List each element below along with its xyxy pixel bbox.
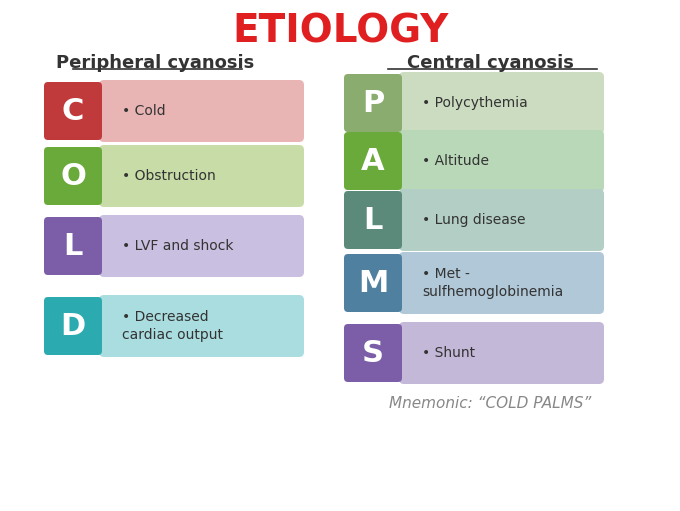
- Text: S: S: [362, 338, 384, 367]
- FancyBboxPatch shape: [44, 147, 102, 205]
- Text: • Obstruction: • Obstruction: [122, 169, 216, 183]
- FancyBboxPatch shape: [344, 254, 402, 312]
- FancyBboxPatch shape: [399, 322, 604, 384]
- FancyBboxPatch shape: [399, 252, 604, 314]
- Text: • Shunt: • Shunt: [422, 346, 475, 360]
- FancyBboxPatch shape: [344, 132, 402, 190]
- FancyBboxPatch shape: [399, 189, 604, 251]
- Text: L: L: [363, 205, 383, 235]
- Text: • Altitude: • Altitude: [422, 154, 489, 168]
- Text: D: D: [61, 312, 86, 340]
- Text: • Decreased
cardiac output: • Decreased cardiac output: [122, 310, 223, 342]
- FancyBboxPatch shape: [344, 191, 402, 249]
- FancyBboxPatch shape: [44, 217, 102, 275]
- Text: L: L: [63, 231, 83, 261]
- Text: O: O: [60, 161, 86, 191]
- FancyBboxPatch shape: [99, 80, 304, 142]
- FancyBboxPatch shape: [99, 145, 304, 207]
- FancyBboxPatch shape: [99, 215, 304, 277]
- Text: M: M: [358, 268, 388, 297]
- Text: • Polycythemia: • Polycythemia: [422, 96, 528, 110]
- Text: ETIOLOGY: ETIOLOGY: [232, 12, 448, 50]
- FancyBboxPatch shape: [44, 82, 102, 140]
- Text: Central cyanosis: Central cyanosis: [407, 54, 573, 72]
- Text: • Cold: • Cold: [122, 104, 166, 118]
- Text: Mnemonic: “COLD PALMS”: Mnemonic: “COLD PALMS”: [389, 396, 591, 410]
- Text: A: A: [361, 147, 385, 175]
- Text: Peripheral cyanosis: Peripheral cyanosis: [56, 54, 254, 72]
- Text: P: P: [362, 88, 384, 118]
- Text: • Lung disease: • Lung disease: [422, 213, 526, 227]
- FancyBboxPatch shape: [44, 297, 102, 355]
- FancyBboxPatch shape: [99, 295, 304, 357]
- Text: C: C: [62, 97, 84, 126]
- FancyBboxPatch shape: [344, 74, 402, 132]
- FancyBboxPatch shape: [399, 72, 604, 134]
- Text: • LVF and shock: • LVF and shock: [122, 239, 233, 253]
- Text: • Met -
sulfhemoglobinemia: • Met - sulfhemoglobinemia: [422, 267, 563, 298]
- FancyBboxPatch shape: [344, 324, 402, 382]
- FancyBboxPatch shape: [399, 130, 604, 192]
